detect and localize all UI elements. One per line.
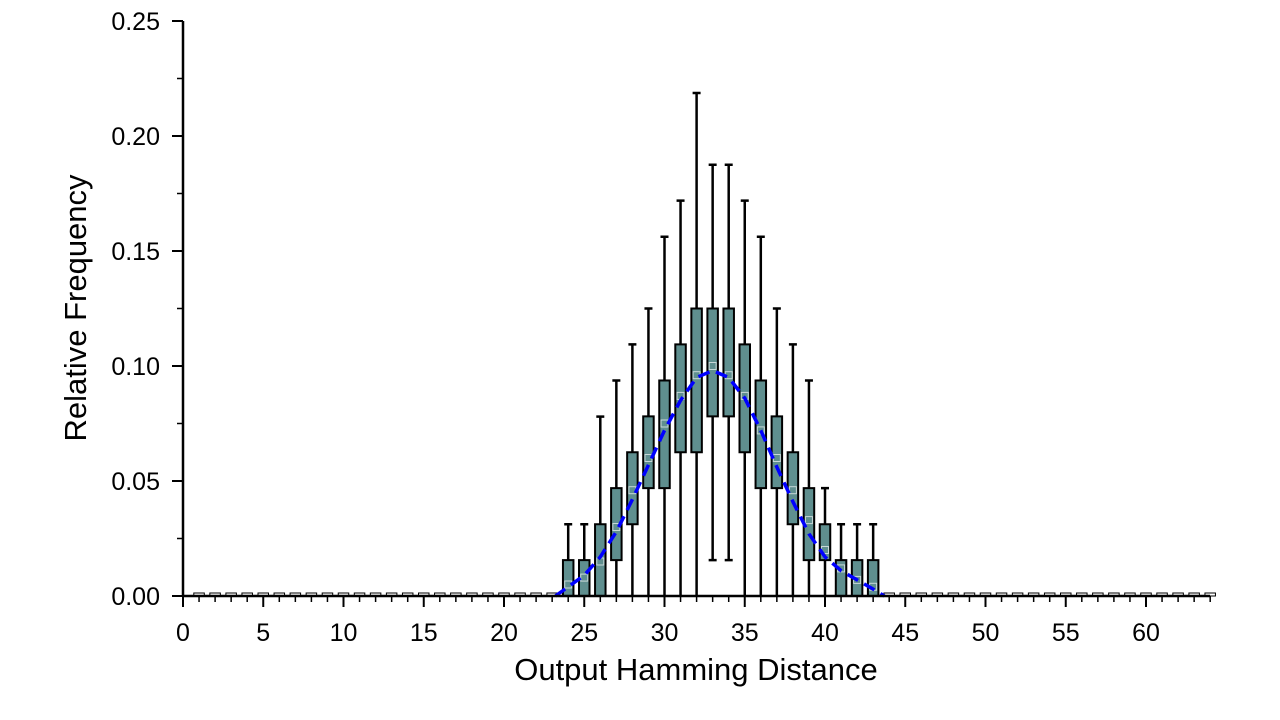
box-plot [594, 415, 607, 597]
x-tick-label: 30 [651, 619, 679, 647]
plot-area [193, 91, 1216, 598]
box-plot [610, 379, 623, 596]
box-plot [690, 91, 703, 596]
box-plot [706, 163, 719, 562]
x-tick-label: 55 [1052, 619, 1080, 647]
fit-curve [554, 368, 886, 598]
box-plot [658, 235, 671, 596]
box-plot [850, 522, 864, 597]
box-plot [754, 235, 768, 596]
box-plot [802, 379, 816, 596]
x-axis-title: Output Hamming Distance [514, 652, 878, 687]
box-plot [642, 307, 655, 596]
mean-marker [708, 362, 717, 370]
box-body [770, 415, 784, 490]
x-tick-label: 0 [176, 619, 190, 647]
box-plot [786, 343, 800, 596]
box-plot [866, 522, 880, 597]
y-tick-label: 0.25 [111, 8, 160, 36]
box-body [642, 415, 655, 490]
y-tick-label: 0.10 [111, 353, 160, 381]
box-plot [818, 486, 832, 596]
x-tick-label: 40 [811, 619, 839, 647]
y-tick-label: 0.05 [111, 468, 160, 496]
box-plot [626, 343, 639, 596]
x-tick-label: 60 [1132, 619, 1160, 647]
box-plot [834, 522, 848, 597]
x-tick-label: 20 [490, 619, 518, 647]
y-tick-label: 0.15 [111, 238, 160, 266]
mean-marker [804, 516, 813, 525]
box-plot [770, 307, 784, 596]
box-plot [578, 522, 591, 597]
x-tick-label: 45 [891, 619, 919, 647]
axes: 0.00 0.05 0.10 0.15 0.20 0.25 0 5 10 15 20 25 30 35 40… [111, 8, 1211, 647]
x-tick-label: 35 [731, 619, 759, 647]
box-body [722, 307, 735, 418]
y-tick-label: 0.20 [111, 123, 160, 151]
x-tick-label: 50 [972, 619, 1000, 647]
y-tick-label: 0.00 [111, 583, 160, 611]
box-body [690, 307, 703, 454]
box-body [818, 523, 832, 562]
x-tick-label: 10 [330, 619, 358, 647]
box-plot [722, 163, 735, 562]
mean-marker [580, 573, 589, 582]
x-tick-label: 5 [256, 619, 270, 647]
x-tick-label: 15 [410, 619, 438, 647]
x-tick-label: 25 [570, 619, 598, 647]
y-axis-title: Relative Frequency [58, 174, 93, 442]
